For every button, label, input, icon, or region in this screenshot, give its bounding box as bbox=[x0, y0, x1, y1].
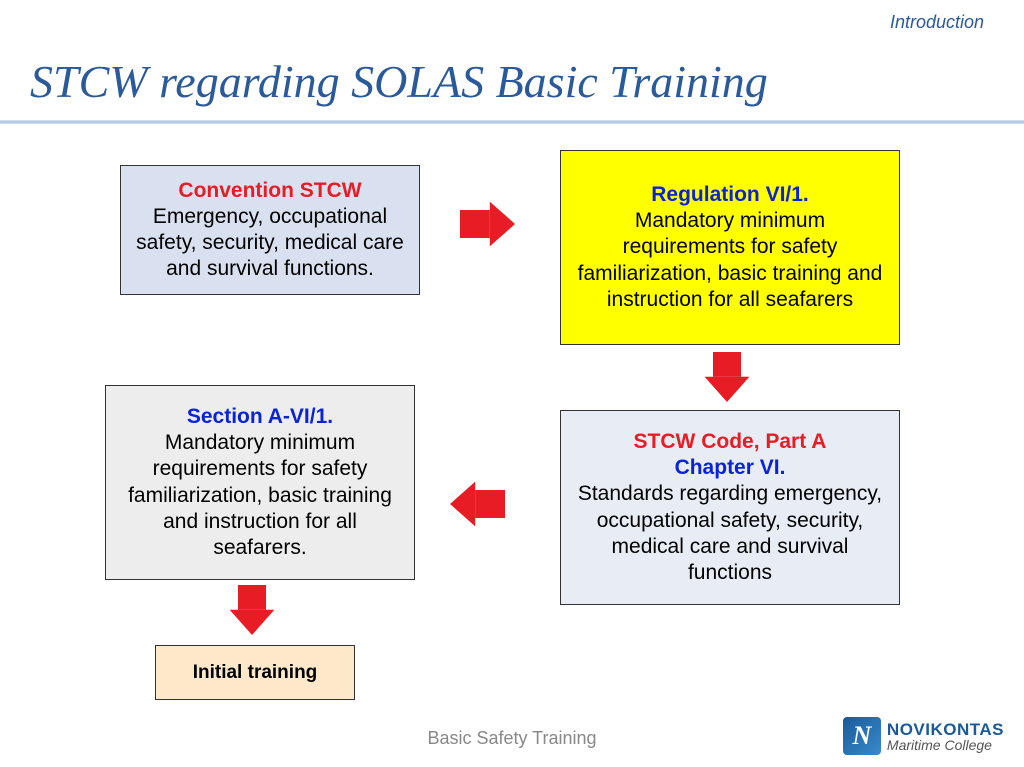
logo-bottom: Maritime College bbox=[887, 738, 1004, 752]
logo-icon: N bbox=[843, 717, 881, 755]
box-subheading: Chapter VI. bbox=[571, 455, 889, 481]
box-regulation-vi1: Regulation VI/1. Mandatory minimum requi… bbox=[560, 150, 900, 345]
box-body: Emergency, occupational safety, security… bbox=[131, 204, 409, 283]
box-convention-stcw: Convention STCW Emergency, occupational … bbox=[120, 165, 420, 295]
box-body: Mandatory minimum requirements for safet… bbox=[116, 430, 404, 561]
box-heading: Initial training bbox=[166, 661, 344, 685]
header-section-label: Introduction bbox=[890, 12, 984, 33]
box-heading: STCW Code, Part A bbox=[571, 429, 889, 455]
box-body: Mandatory minimum requirements for safet… bbox=[571, 208, 889, 313]
box-heading: Section A-VI/1. bbox=[116, 404, 404, 430]
box-section-a-vi1: Section A-VI/1. Mandatory minimum requir… bbox=[105, 385, 415, 580]
box-initial-training: Initial training bbox=[155, 645, 355, 700]
logo: N NOVIKONTAS Maritime College bbox=[843, 717, 1004, 755]
arrow-layer bbox=[0, 0, 1024, 767]
box-heading: Convention STCW bbox=[131, 178, 409, 204]
title-underline bbox=[0, 120, 1024, 124]
box-heading: Regulation VI/1. bbox=[571, 182, 889, 208]
footer-text: Basic Safety Training bbox=[427, 728, 596, 749]
logo-top: NOVIKONTAS bbox=[887, 721, 1004, 738]
box-stcw-code-part-a: STCW Code, Part A Chapter VI. Standards … bbox=[560, 410, 900, 605]
logo-text: NOVIKONTAS Maritime College bbox=[887, 721, 1004, 752]
slide-title: STCW regarding SOLAS Basic Training bbox=[30, 55, 768, 108]
box-body: Standards regarding emergency, occupatio… bbox=[571, 481, 889, 586]
